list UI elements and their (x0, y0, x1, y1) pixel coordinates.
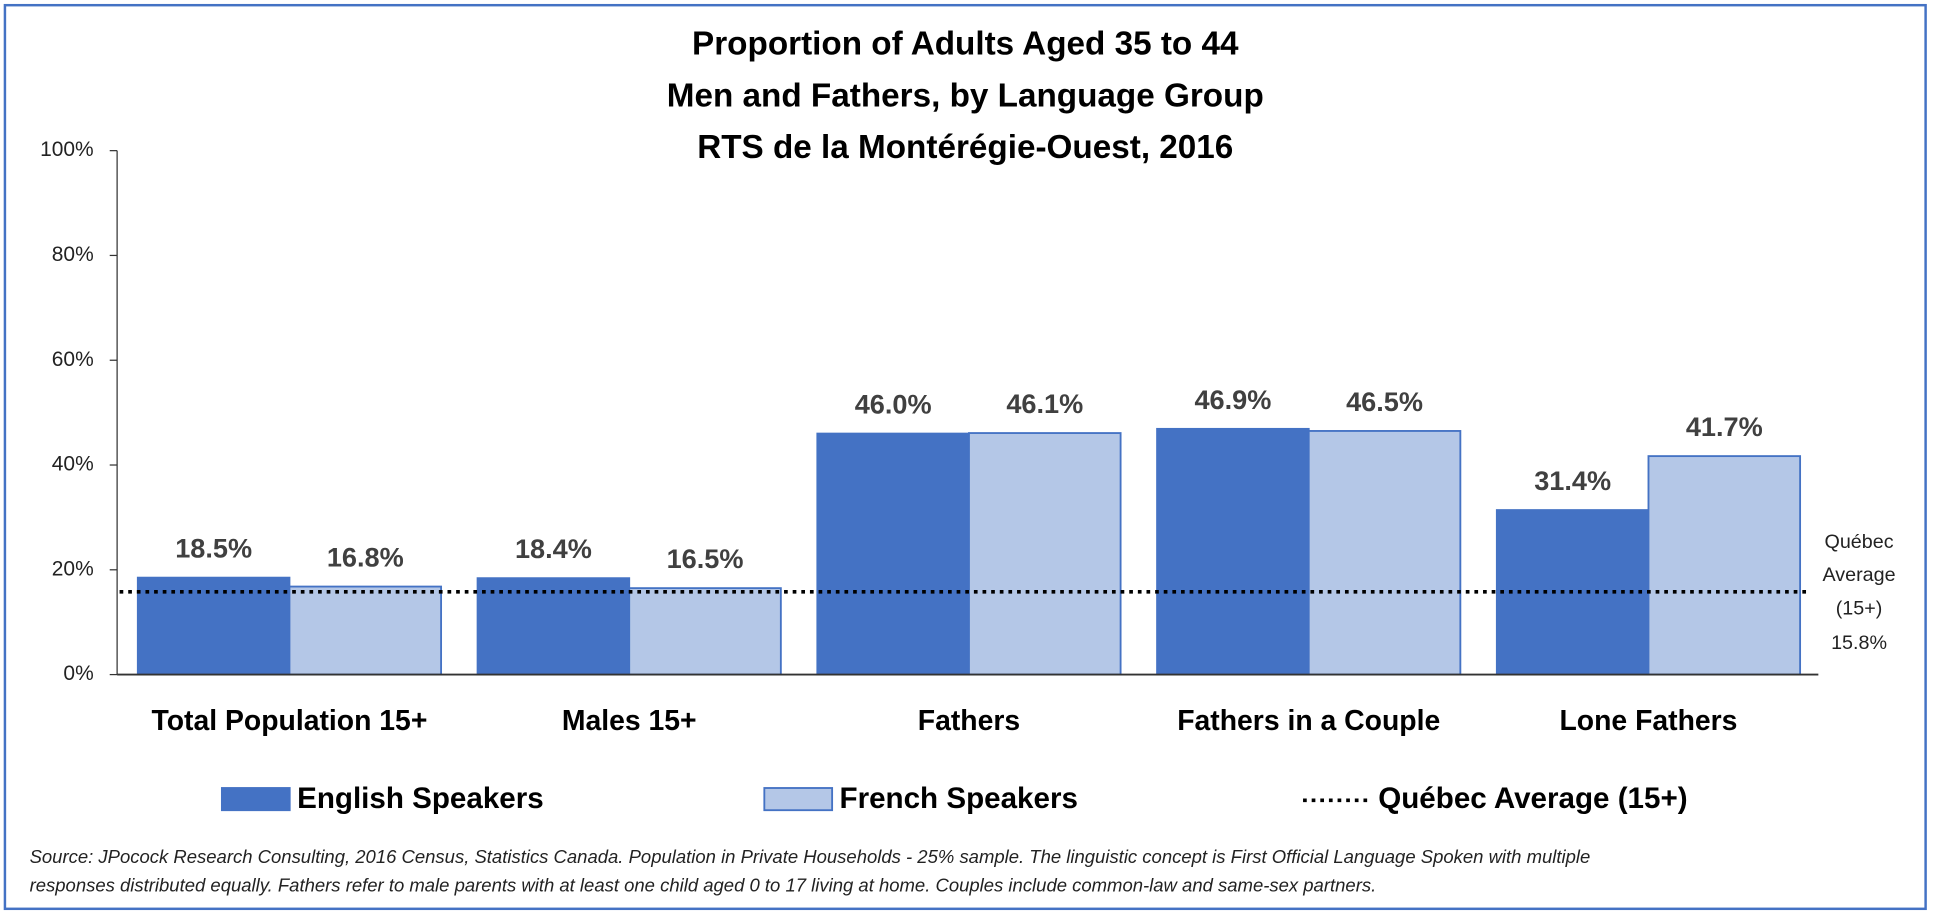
data-label: 46.9% (1194, 384, 1271, 415)
data-label: 18.4% (515, 533, 592, 564)
reference-annotation: (15+) (1836, 597, 1883, 619)
legend-label: French Speakers (840, 782, 1078, 815)
chart-title: Men and Fathers, by Language Group (667, 77, 1264, 114)
bar (1307, 430, 1462, 676)
legend-swatch (220, 787, 291, 812)
x-tick-label: Lone Fathers (1559, 705, 1737, 737)
x-tick-label: Total Population 15+ (152, 705, 428, 737)
x-tick-label: Males 15+ (562, 705, 697, 737)
legend-label: Québec Average (15+) (1378, 782, 1687, 815)
data-label: 46.1% (1006, 388, 1083, 419)
y-tick-label: 100% (40, 138, 94, 161)
source-note: Source: JPocock Research Consulting, 201… (30, 846, 1591, 867)
x-tick-label: Fathers (918, 705, 1020, 737)
reference-value-label: 15.8% (1831, 632, 1887, 654)
data-label: 46.5% (1346, 386, 1423, 417)
bar (968, 432, 1122, 676)
bar (628, 587, 782, 676)
bar (1156, 427, 1310, 676)
data-label: 18.5% (175, 533, 252, 564)
data-label: 41.7% (1686, 411, 1763, 442)
y-tick-label: 0% (63, 662, 93, 685)
data-label: 16.5% (667, 543, 744, 574)
y-tick-label: 40% (52, 453, 94, 476)
reference-annotation: Québec (1824, 531, 1893, 553)
legend-swatch (763, 787, 834, 812)
bar (136, 576, 291, 676)
bar (288, 585, 443, 676)
bar (1647, 455, 1802, 676)
chart-title: Proportion of Adults Aged 35 to 44 (692, 26, 1239, 63)
chart-title: RTS de la Montérégie-Ouest, 2016 (697, 129, 1233, 166)
x-tick-label: Fathers in a Couple (1177, 705, 1440, 737)
y-tick-label: 80% (52, 243, 94, 266)
data-label: 31.4% (1534, 465, 1611, 496)
bar (816, 432, 970, 676)
y-tick-label: 20% (52, 557, 94, 580)
y-tick-label: 60% (52, 348, 94, 371)
legend-label: English Speakers (297, 782, 544, 815)
data-label: 16.8% (327, 542, 404, 573)
reference-annotation: Average (1822, 564, 1895, 586)
source-note: responses distributed equally. Fathers r… (30, 875, 1377, 896)
data-label: 46.0% (855, 389, 932, 420)
bar (476, 577, 631, 676)
